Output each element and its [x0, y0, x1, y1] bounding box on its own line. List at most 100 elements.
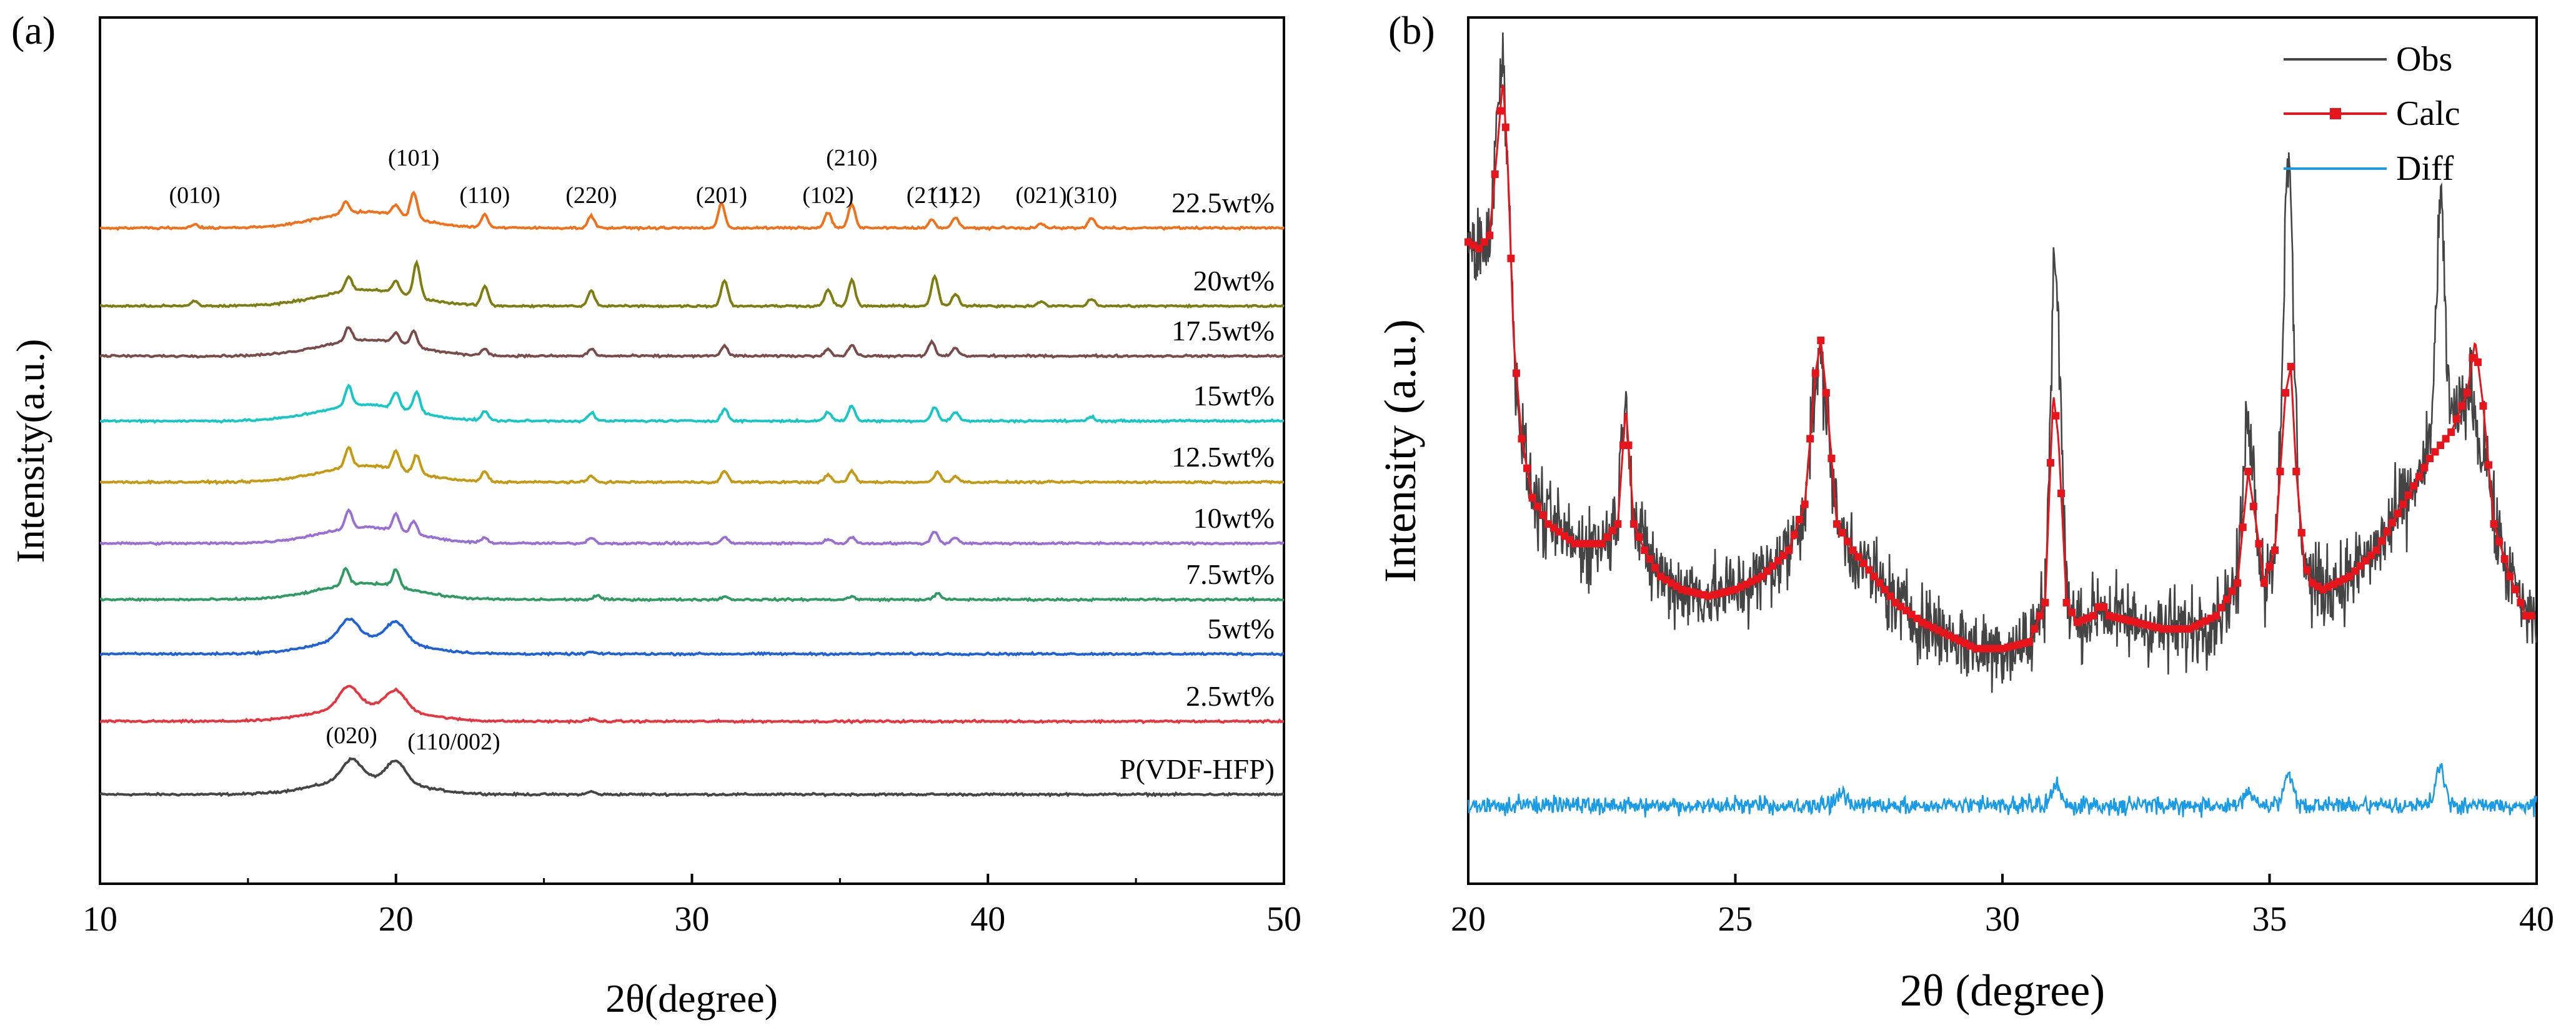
calc-marker: [1785, 546, 1793, 554]
peak-label: (101): [388, 145, 439, 171]
peak-label: (210): [826, 145, 877, 171]
peak-label: (201): [696, 182, 747, 209]
calc-marker: [1603, 533, 1611, 541]
calc-marker: [1518, 435, 1526, 443]
panel-a-letter: (a): [11, 8, 56, 52]
calc-marker: [1523, 464, 1531, 472]
calc-marker: [2372, 546, 2380, 554]
calc-marker: [2089, 612, 2097, 620]
trace-20wt: [99, 259, 1285, 309]
calc-marker: [2052, 412, 2060, 420]
calc-marker: [2282, 389, 2290, 397]
x-tick-label: 20: [379, 900, 414, 939]
calc-marker: [1512, 369, 1520, 377]
calc-marker: [2479, 402, 2487, 410]
calc-marker: [1886, 592, 1894, 600]
calc-marker: [1528, 494, 1536, 502]
x-tick-label: 20: [1451, 900, 1486, 939]
calc-marker: [2276, 468, 2284, 475]
calc-marker: [2383, 528, 2391, 536]
panel-b-legend: Obs Calc Diff: [2284, 40, 2460, 188]
series-label: 7.5wt%: [1186, 558, 1275, 590]
calc-marker: [2442, 435, 2450, 443]
calc-marker: [2420, 463, 2429, 472]
calc-marker: [2297, 529, 2305, 536]
panel-a-frame: [99, 16, 1285, 885]
trace-225wt: [99, 190, 1285, 232]
calc-marker: [1635, 533, 1643, 541]
peak-label: (211): [907, 182, 957, 209]
calc-marker: [2303, 566, 2311, 574]
calc-marker: [2426, 455, 2434, 462]
panel-a-series-labels: P(VDF-HFP) 2.5wt% 5wt% 7.5wt% 10wt% 12.5wt% 15…: [1120, 187, 1275, 785]
calc-marker: [2463, 389, 2471, 397]
series-label: 10wt%: [1193, 502, 1275, 534]
calc-marker: [2271, 546, 2279, 554]
x-tick-label: 40: [2519, 900, 2554, 939]
trace-5wt: [99, 617, 1285, 657]
calc-marker: [1822, 389, 1830, 397]
peak-label: (010): [169, 182, 220, 209]
series-label: 17.5wt%: [1171, 315, 1275, 347]
calc-marker: [2228, 587, 2236, 595]
calc-marker: [1480, 238, 1488, 246]
panel-b-x-axis-title: 2θ (degree): [1900, 966, 2105, 1016]
x-tick-label: 30: [675, 900, 710, 939]
calc-marker: [1608, 526, 1616, 535]
calc-marker: [2495, 538, 2504, 545]
calc-marker: [2041, 599, 2049, 606]
calc-marker: [1796, 516, 1804, 523]
panel-b-x-ticks: 20 25 30 35 40: [1451, 874, 2554, 939]
calc-marker: [1806, 435, 1814, 443]
calc-marker: [2244, 468, 2252, 475]
peak-label: (310): [1066, 182, 1117, 209]
panel-a-x-ticks: 10 20 30 40 50: [82, 874, 1301, 939]
calc-marker: [1801, 500, 1809, 508]
calc-marker: [2399, 500, 2407, 508]
calc-marker: [2500, 555, 2509, 563]
calc-marker: [1651, 564, 1659, 571]
calc-marker: [2025, 638, 2033, 646]
legend-label-calc: Calc: [2396, 94, 2460, 133]
legend-label-obs: Obs: [2396, 40, 2452, 79]
calc-marker: [1790, 531, 1798, 539]
series-label: 2.5wt%: [1186, 680, 1275, 712]
calc-marker: [2490, 520, 2498, 528]
calc-marker: [2431, 448, 2439, 456]
calc-marker: [2437, 442, 2445, 449]
obs-trace: [1467, 32, 2537, 693]
calc-marker: [2223, 595, 2231, 603]
x-tick-label: 25: [1718, 900, 1753, 939]
calc-marker: [2255, 540, 2263, 548]
calc-marker: [1828, 455, 1836, 462]
calc-marker: [1833, 520, 1841, 528]
legend-marker: [2330, 108, 2341, 119]
calc-marker: [2068, 608, 2076, 616]
panel-b-traces: [1465, 32, 2537, 818]
calc-marker: [1624, 442, 1633, 449]
calc-marker: [1951, 634, 1959, 642]
calc-marker: [2062, 599, 2071, 606]
calc-marker: [2239, 523, 2247, 531]
calc-marker: [2517, 599, 2525, 606]
trace-10wt: [99, 508, 1285, 546]
calc-marker: [2234, 579, 2242, 587]
calc-marker: [2212, 612, 2220, 620]
legend-label-diff: Diff: [2396, 149, 2454, 188]
calc-marker: [1598, 540, 1606, 548]
calc-marker: [2511, 586, 2519, 593]
calc-marker: [1870, 573, 1878, 580]
calc-marker: [1859, 560, 1867, 567]
calc-marker: [1486, 232, 1494, 239]
calc-marker: [1876, 579, 1884, 587]
peak-label: (102): [802, 182, 853, 209]
calc-marker: [2447, 428, 2455, 436]
calc-marker: [1844, 538, 1852, 545]
calc-marker: [2031, 625, 2039, 633]
panel-a-xrd-stack: (a) (010)(101)(110) (220) (201) (102)(210)(…: [8, 8, 1301, 1021]
calc-marker: [2452, 415, 2460, 423]
peak-label: (220): [565, 182, 617, 209]
calc-marker: [2389, 518, 2397, 526]
calc-marker: [2394, 510, 2402, 518]
